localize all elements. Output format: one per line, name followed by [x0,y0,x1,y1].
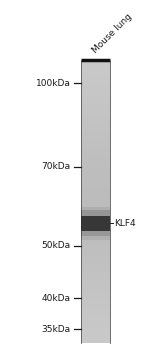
Text: 70kDa: 70kDa [42,162,71,171]
Text: KLF4: KLF4 [114,219,136,228]
Text: 50kDa: 50kDa [42,241,71,250]
Bar [81,211,110,237]
Bar [81,207,110,240]
Text: 35kDa: 35kDa [42,325,71,334]
Text: 40kDa: 40kDa [42,293,71,302]
Text: Mouse lung: Mouse lung [90,12,134,55]
Text: 100kDa: 100kDa [36,79,71,88]
FancyBboxPatch shape [81,216,110,231]
